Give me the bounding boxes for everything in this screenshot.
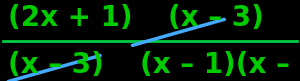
- Text: (x – 3): (x – 3): [168, 4, 264, 32]
- Text: (x – 1)(x – 1): (x – 1)(x – 1): [140, 51, 300, 79]
- Text: (2x + 1): (2x + 1): [8, 4, 133, 32]
- Text: (x – 3): (x – 3): [8, 51, 104, 79]
